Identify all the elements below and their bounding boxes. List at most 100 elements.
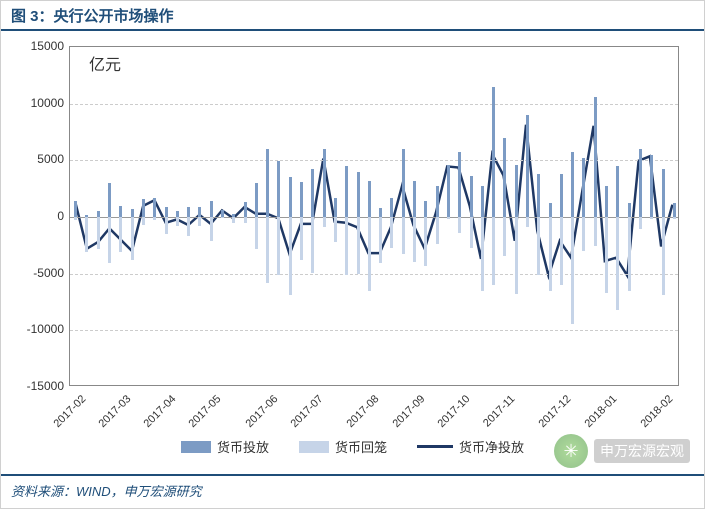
bar-withdraw [458,217,461,233]
bar-inject [390,198,393,217]
bar-inject [74,201,77,217]
bar-withdraw [131,217,134,260]
bar-withdraw [323,217,326,227]
bar-withdraw [277,217,280,275]
bottom-rule [1,474,704,476]
bar-inject [616,166,619,217]
bar-withdraw [368,217,371,291]
bar-inject [131,209,134,217]
bar-inject [255,183,258,217]
bar-inject [628,203,631,217]
bar-inject [549,203,552,217]
y-tick-label: 0 [4,209,64,223]
bar-withdraw [142,217,145,225]
y-tick-label: 15000 [4,39,64,53]
bar-inject [198,207,201,217]
bar-inject [413,181,416,217]
bar-inject [605,186,608,217]
gridline [70,104,678,105]
bar-withdraw [526,217,529,227]
bar-inject [470,176,473,217]
bar-withdraw [153,217,156,220]
bar-withdraw [650,217,653,219]
net-line [70,47,678,385]
bar-inject [153,198,156,217]
bar-inject [594,97,597,217]
bar-withdraw [662,217,665,295]
bar-withdraw [673,217,676,219]
bar-withdraw [436,217,439,244]
bar-inject [300,182,303,217]
source-text: 资料来源：WIND，申万宏源研究 [11,481,202,500]
bar-inject [447,165,450,217]
bar-withdraw [639,217,642,229]
bar-withdraw [571,217,574,324]
bar-withdraw [413,217,416,262]
bar-inject [650,155,653,217]
bar-inject [323,149,326,217]
bar-withdraw [470,217,473,248]
bar-inject [481,186,484,217]
bar-inject [492,87,495,217]
bar-inject [266,149,269,217]
bar-inject [244,202,247,217]
bar-inject [277,161,280,217]
y-tick-label: -5000 [4,266,64,280]
bar-withdraw [176,217,179,226]
bar-inject [639,149,642,217]
gridline [70,160,678,161]
bar-inject [673,203,676,217]
bar-withdraw [255,217,258,249]
bar-withdraw [628,217,631,291]
bar-inject [334,198,337,217]
bar-inject [108,183,111,217]
y-tick-label: -15000 [4,379,64,393]
bar-inject [165,207,168,217]
gridline [70,274,678,275]
y-tick-label: 10000 [4,96,64,110]
bar-withdraw [560,217,563,285]
bar-inject [289,177,292,217]
bar-withdraw [424,217,427,266]
bar-withdraw [357,217,360,274]
bar-inject [582,158,585,217]
legend-swatch-inject [181,441,211,453]
bar-withdraw [119,217,122,252]
bar-withdraw [165,217,168,234]
bar-withdraw [334,217,337,242]
bar-withdraw [616,217,619,310]
legend-label-inject: 货币投放 [217,437,269,456]
bar-withdraw [85,217,88,252]
bar-withdraw [210,217,213,241]
bar-withdraw [108,217,111,263]
chart-plot-area [69,46,679,386]
bar-inject [311,169,314,217]
bar-withdraw [447,217,450,219]
bar-withdraw [379,217,382,263]
bar-inject [571,152,574,217]
legend-label-net: 货币净投放 [459,437,524,456]
bar-withdraw [187,217,190,236]
gridline [70,330,678,331]
bar-withdraw [492,217,495,285]
bar-withdraw [266,217,269,283]
bar-inject [368,181,371,217]
bar-withdraw [594,217,597,246]
bar-inject [515,165,518,217]
figure-container: 图 3：央行公开市场操作 亿元 货币投放 货币回笼 货币净投放 资料来源：WIN… [0,0,705,509]
bar-withdraw [232,217,235,223]
legend-swatch-net [417,445,453,448]
bar-inject [345,166,348,217]
bar-inject [436,186,439,217]
bar-withdraw [311,217,314,273]
bar-withdraw [300,217,303,260]
bar-withdraw [582,217,585,251]
bar-withdraw [289,217,292,295]
legend-swatch-withdraw [299,441,329,453]
bar-withdraw [221,217,224,218]
bar-withdraw [515,217,518,294]
watermark-text: 申万宏源宏观 [594,439,690,463]
legend-item-inject: 货币投放 [181,437,269,456]
bar-withdraw [390,217,393,248]
bar-inject [379,208,382,217]
